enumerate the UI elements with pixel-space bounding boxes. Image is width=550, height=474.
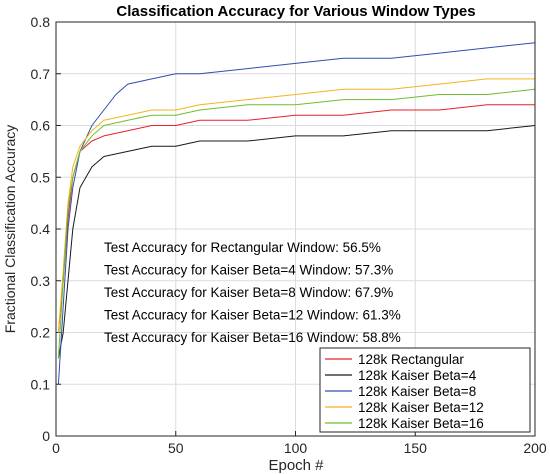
- legend-box: [319, 347, 531, 433]
- x-tick-label: 50: [168, 440, 184, 456]
- y-tick-label: 0.8: [31, 14, 51, 30]
- y-tick-label: 0: [42, 428, 50, 444]
- x-axis-label: Epoch #: [268, 457, 324, 474]
- annotation-text: Test Accuracy for Kaiser Beta=4 Window: …: [104, 263, 393, 278]
- annotation-text: Test Accuracy for Kaiser Beta=8 Window: …: [104, 285, 393, 300]
- x-tick-label: 150: [404, 440, 428, 456]
- annotation-text: Test Accuracy for Kaiser Beta=12 Window:…: [104, 308, 401, 323]
- plot-area-frame: [55, 21, 536, 437]
- legend-label: 128k Kaiser Beta=16: [358, 416, 484, 431]
- x-tick-label: 200: [523, 440, 547, 456]
- y-tick-label: 0.4: [31, 221, 51, 237]
- legend-label: 128k Kaiser Beta=8: [358, 384, 476, 399]
- y-axis-label: Fractional Classification Accuracy: [2, 125, 18, 334]
- legend-label: 128k Kaiser Beta=12: [358, 400, 484, 415]
- series-line-3: [57, 42, 536, 385]
- annotation-text: Test Accuracy for Rectangular Window: 56…: [104, 240, 381, 255]
- y-tick-label: 0.5: [31, 169, 51, 185]
- series-line-5: [57, 88, 536, 359]
- x-tick-label: 0: [52, 440, 60, 456]
- y-tick-label: 0.2: [31, 325, 51, 341]
- chart-title: Classification Accuracy for Various Wind…: [116, 3, 475, 20]
- y-tick-label: 0.3: [31, 273, 51, 289]
- y-tick-label: 0.6: [31, 118, 51, 134]
- y-tick-label: 0.1: [31, 376, 51, 392]
- x-tick-label: 100: [284, 440, 308, 456]
- series-line-4: [57, 78, 535, 333]
- series-lines: [57, 42, 536, 385]
- legend-label: 128k Rectangular: [358, 352, 464, 367]
- y-tick-label: 0.7: [31, 66, 51, 82]
- annotation-text: Test Accuracy for Kaiser Beta=16 Window:…: [104, 330, 401, 345]
- legend-label: 128k Kaiser Beta=4: [358, 368, 477, 383]
- tick-labels: 0 50 100 150 200 0 0.1 0.2 0.3 0.4 0.5 0.6 0.7 0.8: [31, 14, 547, 456]
- series-line-2: [57, 125, 536, 359]
- annotations: Test Accuracy for Rectangular Window: 56…: [104, 240, 401, 345]
